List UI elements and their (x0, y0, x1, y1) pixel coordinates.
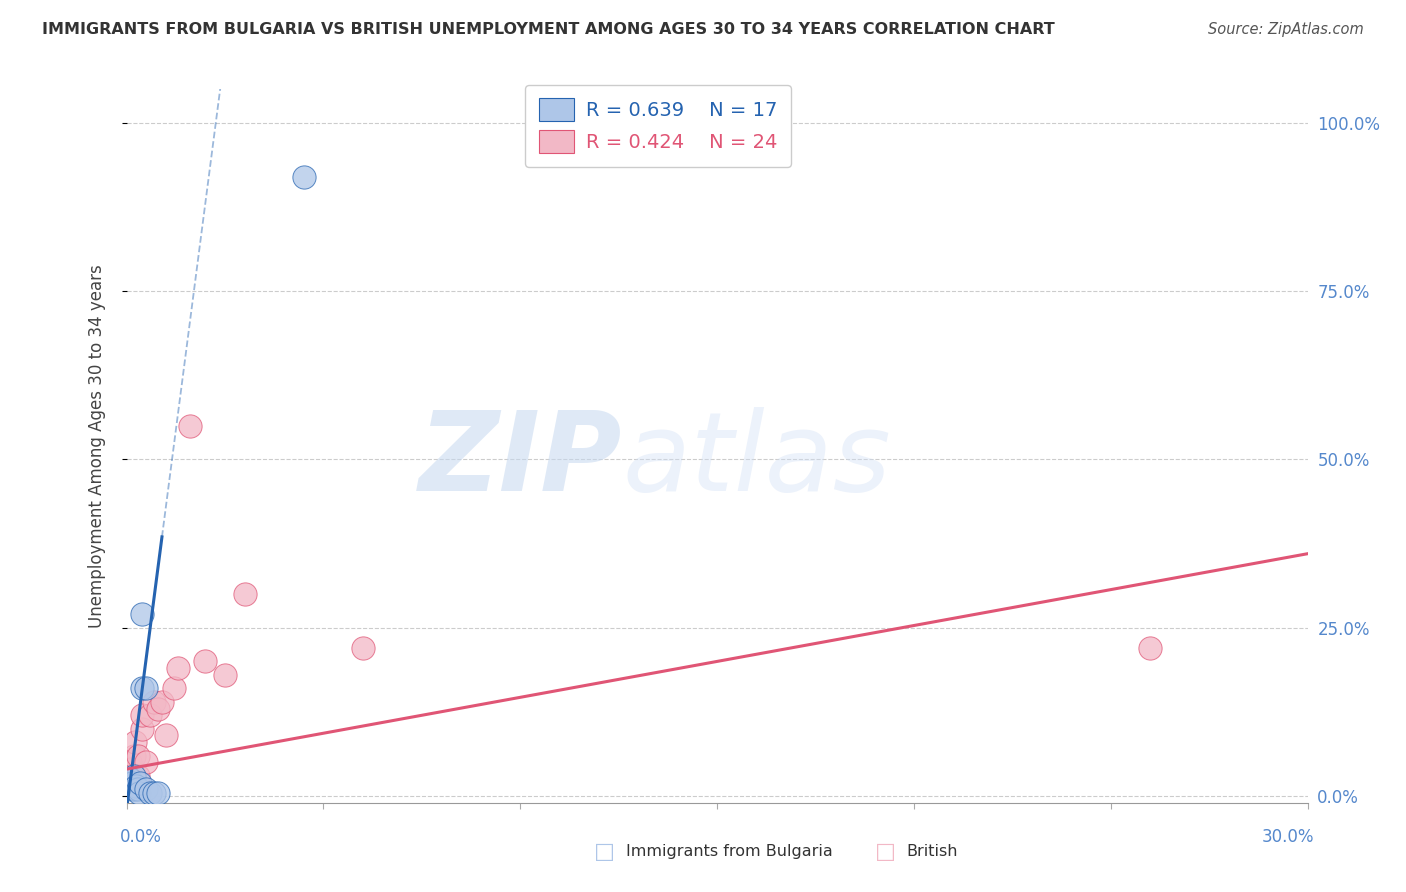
Point (124, 782, 146, 797)
Point (120, 772, 142, 787)
Point (194, 655, 217, 669)
Point (131, 722, 153, 736)
Point (121, 782, 143, 797)
Text: □: □ (595, 842, 614, 862)
Point (121, 769, 143, 783)
Point (135, 782, 157, 797)
Text: atlas: atlas (623, 407, 891, 514)
Point (1139, 640, 1161, 655)
Point (131, 681, 153, 696)
Point (120, 756, 142, 770)
Point (150, 695, 173, 709)
Point (352, 640, 374, 655)
Point (129, 775, 152, 789)
Point (163, 681, 186, 696)
Text: British: British (907, 845, 959, 859)
Text: Source: ZipAtlas.com: Source: ZipAtlas.com (1208, 22, 1364, 37)
Text: ZIP: ZIP (419, 407, 623, 514)
Point (135, 756, 157, 770)
Point (143, 695, 166, 709)
Point (166, 661, 188, 675)
Point (146, 701, 169, 715)
Point (135, 681, 157, 696)
Point (127, 748, 149, 763)
Point (214, 668, 236, 682)
Point (117, 772, 139, 787)
Point (120, 762, 142, 776)
Y-axis label: Unemployment Among Ages 30 to 34 years: Unemployment Among Ages 30 to 34 years (87, 264, 105, 628)
Point (131, 607, 153, 622)
Point (292, 169, 315, 184)
Point (128, 786, 150, 800)
Point (143, 786, 166, 800)
Text: □: □ (876, 842, 896, 862)
Text: IMMIGRANTS FROM BULGARIA VS BRITISH UNEMPLOYMENT AMONG AGES 30 TO 34 YEARS CORRE: IMMIGRANTS FROM BULGARIA VS BRITISH UNEM… (42, 22, 1054, 37)
Point (146, 786, 169, 800)
Point (124, 735, 146, 749)
Point (155, 729, 177, 743)
Point (179, 418, 201, 433)
Point (125, 779, 148, 793)
Legend: R = 0.639    N = 17, R = 0.424    N = 24: R = 0.639 N = 17, R = 0.424 N = 24 (526, 85, 790, 167)
Text: 30.0%: 30.0% (1263, 828, 1315, 846)
Point (233, 587, 256, 601)
Point (121, 775, 143, 789)
Text: 0.0%: 0.0% (120, 828, 162, 846)
Point (131, 708, 153, 723)
Point (127, 769, 149, 783)
Point (139, 786, 162, 800)
Text: Immigrants from Bulgaria: Immigrants from Bulgaria (626, 845, 832, 859)
Point (124, 769, 146, 783)
Point (139, 708, 162, 723)
Point (124, 748, 146, 763)
Point (127, 782, 149, 797)
